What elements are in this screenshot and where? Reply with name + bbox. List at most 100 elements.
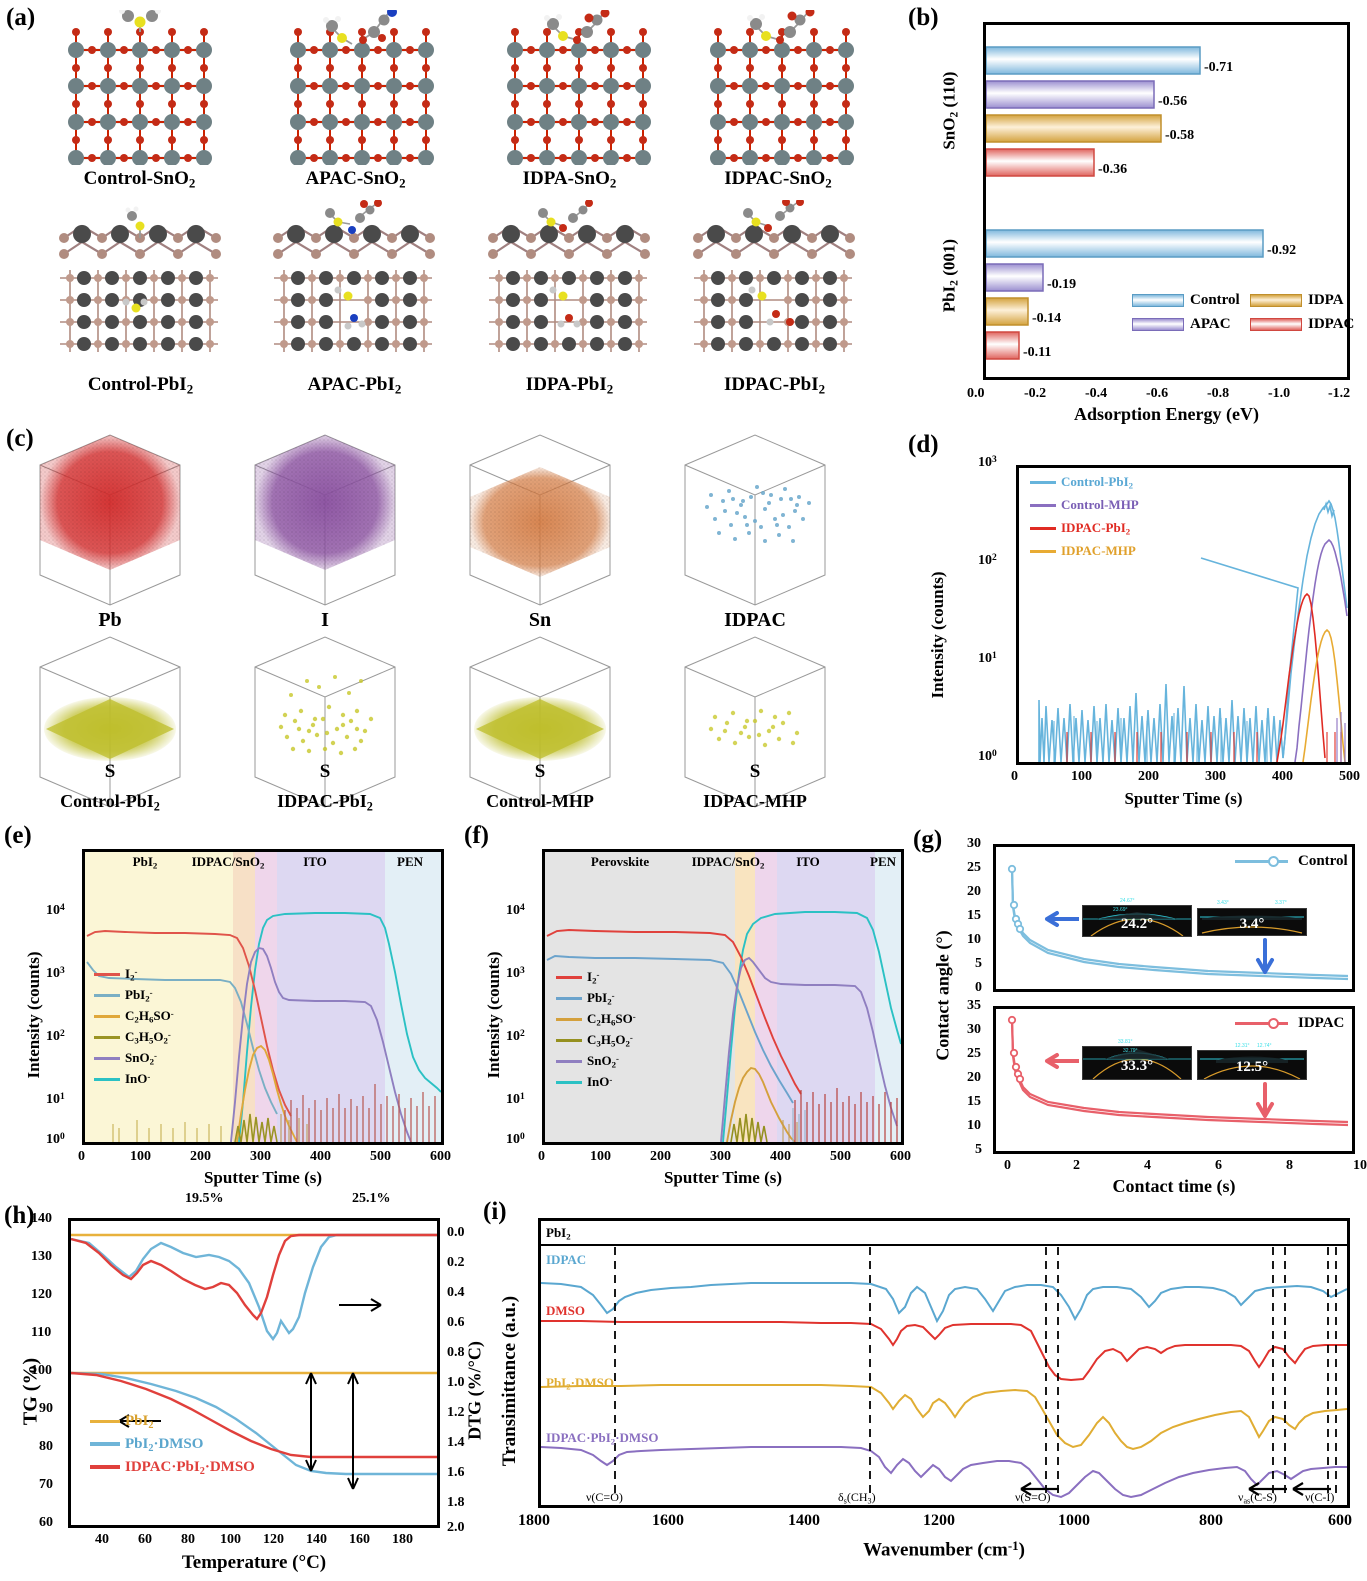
inset-tiny-angle-control-final-left: 3.43° bbox=[1217, 900, 1229, 906]
legend-label-i2: I2- bbox=[125, 966, 138, 983]
panel-h-ytick-90: 90 bbox=[39, 1401, 53, 1416]
panel-i-xtick-5: 800 bbox=[1199, 1512, 1223, 1529]
panel-c-label-i: I bbox=[321, 609, 329, 631]
panel-g-top-ytick-20: 20 bbox=[967, 884, 981, 899]
panel-d-ytick-3: 103 bbox=[978, 455, 997, 470]
panel-c-label-control-pbi2: Control-PbI2 bbox=[60, 791, 160, 814]
panel-e-label: (e) bbox=[4, 822, 32, 849]
panel-g-top-ytick-15: 15 bbox=[967, 908, 981, 923]
panel-h-ytick2-5: 1.0 bbox=[447, 1375, 465, 1390]
panel-e-ytick-0: 100 bbox=[46, 1132, 65, 1147]
panel-b-ylabel-sno2: SnO2 (110) bbox=[939, 71, 961, 150]
panel-c-inner-label-s-2: S bbox=[319, 761, 331, 782]
panel-g-xtick-3: 6 bbox=[1215, 1158, 1222, 1173]
legend-label-idpac: IDPAC bbox=[1308, 316, 1355, 332]
panel-f-xtick-6: 600 bbox=[890, 1149, 911, 1164]
legend-label-control: Control bbox=[1298, 853, 1348, 869]
panel-f-ytick-2: 102 bbox=[506, 1029, 525, 1044]
contact-angle-inset-idpac-final: 12.5° bbox=[1197, 1050, 1307, 1080]
panel-d-label: (d) bbox=[908, 431, 939, 458]
arrow-down-control bbox=[1256, 938, 1274, 974]
panel-f-xlabel: Sputter Time (s) bbox=[663, 1168, 783, 1187]
bar-value-pbi2-apac: -0.19 bbox=[1047, 277, 1077, 292]
contact-angle-value-control-final: 3.4° bbox=[1239, 916, 1265, 932]
panel-d-xtick-0: 0 bbox=[1011, 769, 1018, 784]
panel-e-ytick-4: 104 bbox=[46, 903, 65, 918]
panel-h-ytick-140: 140 bbox=[31, 1211, 52, 1226]
panel-c-inner-label-s-3: S bbox=[534, 761, 546, 782]
legend-label-apac: APAC bbox=[1190, 316, 1231, 332]
panel-b-ylabel-pbi2: PbI2 (001) bbox=[939, 238, 961, 313]
panel-h-ytick2-8: 1.6 bbox=[447, 1465, 465, 1480]
panel-g-top-ytick-25: 25 bbox=[967, 860, 981, 875]
panel-i-label: (i) bbox=[483, 1198, 507, 1225]
inset-tiny-angle-idpac-initial-right: 32.79° bbox=[1123, 1048, 1138, 1054]
panel-e: (e) Intensity (counts) bbox=[0, 820, 460, 1195]
panel-b-xtick-2: -0.4 bbox=[1085, 386, 1108, 401]
panel-h-ytick-130: 130 bbox=[31, 1249, 52, 1264]
panel-f-ytick-4: 104 bbox=[506, 903, 525, 918]
panel-h-ytick2-0: 0.0 bbox=[447, 1225, 465, 1240]
structure-label-apac-pbi2: APAC-PbI2 bbox=[307, 374, 402, 397]
panel-c-label-sn: Sn bbox=[528, 609, 552, 631]
legend-label-sno2: SnO2- bbox=[587, 1053, 619, 1070]
contact-angle-value-idpac-final: 12.5° bbox=[1235, 1059, 1269, 1075]
panel-i: (i) Transimittance (a.u.) bbox=[450, 1190, 1367, 1581]
panel-h-legend: PbI2 PbI2·DMSO IDPAC·PbI2·DMSO bbox=[90, 1412, 255, 1477]
panel-c-inner-label-s-1: S bbox=[104, 761, 116, 782]
panel-g-xtick-1: 2 bbox=[1073, 1158, 1080, 1173]
panel-g-bottom-legend: IDPAC bbox=[1235, 1014, 1344, 1032]
panel-h-ytick2-6: 1.2 bbox=[447, 1405, 465, 1420]
bar-value-pbi2-control: -0.92 bbox=[1267, 243, 1297, 258]
panel-b-xtick-6: -1.2 bbox=[1328, 386, 1351, 401]
panel-i-xtick-2: 1400 bbox=[788, 1512, 820, 1529]
panel-h-ytick2-3: 0.6 bbox=[447, 1315, 465, 1330]
contact-angle-value-idpac-initial: 33.3° bbox=[1120, 1058, 1154, 1074]
panel-e-xtick-6: 600 bbox=[430, 1149, 451, 1164]
panel-e-plot-frame bbox=[82, 849, 444, 1145]
region-pbi2 bbox=[85, 852, 233, 1142]
panel-d-ytick-1: 101 bbox=[978, 651, 997, 666]
legend-swatch-idpa bbox=[1250, 294, 1302, 307]
panel-g-top-ytick-10: 10 bbox=[967, 932, 981, 947]
panel-i-band-label-ch3: δs(CH3) bbox=[838, 1490, 876, 1506]
legend-label-i2: I2- bbox=[587, 969, 600, 986]
panel-i-band-label-c-s: νas(C-S) bbox=[1238, 1490, 1277, 1506]
legend-label-c3h5o2: C3H5O2- bbox=[125, 1029, 171, 1046]
panel-g-xtick-4: 8 bbox=[1286, 1158, 1293, 1173]
panel-f-xtick-5: 500 bbox=[830, 1149, 851, 1164]
panel-h-ylabel-left: TG (%) bbox=[19, 1357, 42, 1426]
panel-e-ytick-3: 103 bbox=[46, 966, 65, 981]
panel-e-xlabel: Sputter Time (s) bbox=[203, 1168, 323, 1187]
legend-line-pbi2-dmso bbox=[90, 1442, 120, 1446]
panel-g-bottom-ytick-15: 15 bbox=[967, 1094, 981, 1109]
panel-e-ytick-2: 102 bbox=[46, 1029, 65, 1044]
panel-g-xtick-0: 0 bbox=[1004, 1158, 1011, 1173]
arrow-left-idpac bbox=[1045, 1053, 1079, 1069]
structure-idpa-pbi2 bbox=[488, 200, 650, 352]
structure-control-sno2 bbox=[68, 10, 212, 165]
legend-line-control-pbi2 bbox=[1030, 480, 1056, 484]
panel-f-ytick-0: 100 bbox=[506, 1132, 525, 1147]
contact-angle-inset-idpac-initial: 33.3° bbox=[1082, 1046, 1192, 1080]
panel-a: (a) bbox=[0, 0, 900, 425]
panel-h-xtick-7: 180 bbox=[392, 1532, 413, 1547]
panel-h-ytick2-1: 0.2 bbox=[447, 1255, 465, 1270]
panel-i-xtick-0: 1800 bbox=[518, 1512, 550, 1529]
marker-lines bbox=[614, 1247, 1337, 1499]
legend-label-idpac: IDPAC bbox=[1298, 1015, 1345, 1031]
panel-f-ylabel: Intensity (counts) bbox=[484, 951, 503, 1079]
panel-i-band-label-c-i: ν(C-I) bbox=[1305, 1490, 1335, 1504]
panel-d-xtick-2: 200 bbox=[1138, 769, 1159, 784]
panel-i-xtick-1: 1600 bbox=[652, 1512, 684, 1529]
panel-a-label: (a) bbox=[6, 4, 36, 31]
panel-e-xtick-3: 300 bbox=[250, 1149, 271, 1164]
panel-h-ytick2-9: 1.8 bbox=[447, 1495, 465, 1510]
panel-c-label-control-mhp: Control-MHP bbox=[486, 791, 594, 811]
panel-h-ytick2-4: 0.8 bbox=[447, 1345, 465, 1360]
inset-tiny-angle-idpac-initial-left: 33.81° bbox=[1118, 1039, 1133, 1045]
panel-h-xtick-5: 140 bbox=[306, 1532, 327, 1547]
structure-idpac-pbi2 bbox=[693, 200, 855, 352]
inset-tiny-angle-control-final-right: 3.37° bbox=[1275, 900, 1287, 906]
panel-e-region-label-ito: ITO bbox=[303, 854, 327, 869]
